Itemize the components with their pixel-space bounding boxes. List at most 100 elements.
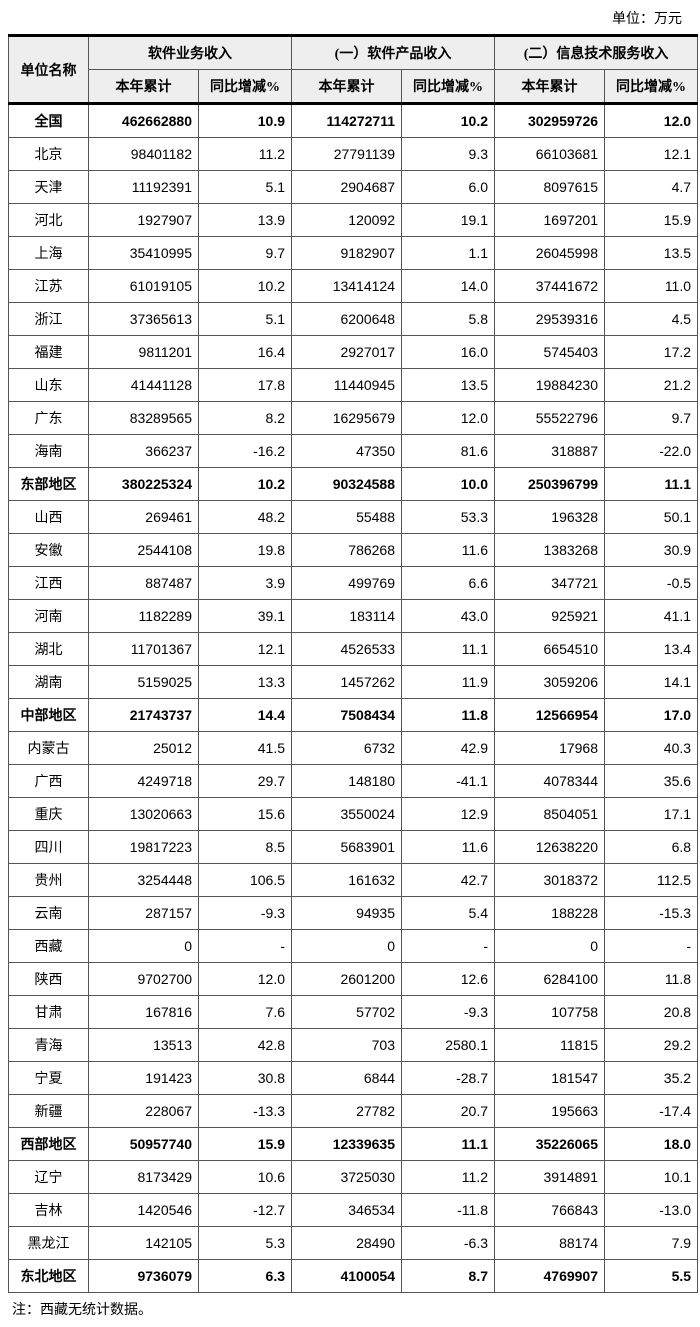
cell-value: 12339635: [292, 1128, 402, 1161]
table-row: 东部地区38022532410.29032458810.025039679911…: [9, 468, 698, 501]
table-row: 内蒙古2501241.5673242.91796840.3: [9, 732, 698, 765]
cell-value: 13414124: [292, 270, 402, 303]
cell-pct: 10.0: [402, 468, 495, 501]
cell-value: 47350: [292, 435, 402, 468]
cell-value: 1927907: [89, 204, 199, 237]
cell-value: 1383268: [495, 534, 605, 567]
cell-pct: 12.0: [402, 402, 495, 435]
cell-pct: 6.8: [605, 831, 698, 864]
cell-pct: 14.1: [605, 666, 698, 699]
cell-pct: 50.1: [605, 501, 698, 534]
cell-value: 5159025: [89, 666, 199, 699]
cell-value: 27791139: [292, 138, 402, 171]
cell-pct: 16.4: [199, 336, 292, 369]
cell-value: 347721: [495, 567, 605, 600]
table-row: 福建981120116.4292701716.0574540317.2: [9, 336, 698, 369]
cell-pct: 41.5: [199, 732, 292, 765]
cell-value: 1182289: [89, 600, 199, 633]
cell-value: 318887: [495, 435, 605, 468]
cell-value: 3059206: [495, 666, 605, 699]
cell-value: 4100054: [292, 1260, 402, 1293]
cell-pct: -: [199, 930, 292, 963]
table-row: 江苏6101910510.21341412414.03744167211.0: [9, 270, 698, 303]
cell-pct: 1.1: [402, 237, 495, 270]
cell-pct: 112.5: [605, 864, 698, 897]
cell-pct: -41.1: [402, 765, 495, 798]
cell-pct: 12.1: [199, 633, 292, 666]
cell-pct: 29.7: [199, 765, 292, 798]
cell-pct: 12.9: [402, 798, 495, 831]
header-sub: 同比增减%: [199, 70, 292, 104]
table-row: 甘肃1678167.657702-9.310775820.8: [9, 996, 698, 1029]
cell-name: 宁夏: [9, 1062, 89, 1095]
cell-value: 13513: [89, 1029, 199, 1062]
cell-name: 内蒙古: [9, 732, 89, 765]
cell-value: 13020663: [89, 798, 199, 831]
cell-pct: 21.2: [605, 369, 698, 402]
table-row: 贵州3254448106.516163242.73018372112.5: [9, 864, 698, 897]
cell-value: 2544108: [89, 534, 199, 567]
cell-value: 17968: [495, 732, 605, 765]
cell-pct: 7.6: [199, 996, 292, 1029]
cell-value: 19884230: [495, 369, 605, 402]
cell-pct: 16.0: [402, 336, 495, 369]
cell-value: 66103681: [495, 138, 605, 171]
cell-pct: 39.1: [199, 600, 292, 633]
cell-value: 41441128: [89, 369, 199, 402]
header-group-2: (二）信息技术服务收入: [495, 36, 698, 70]
header-sub: 同比增减%: [402, 70, 495, 104]
cell-pct: 4.7: [605, 171, 698, 204]
cell-name: 天津: [9, 171, 89, 204]
cell-name: 河北: [9, 204, 89, 237]
cell-value: 120092: [292, 204, 402, 237]
cell-pct: 6.3: [199, 1260, 292, 1293]
table-row: 西部地区5095774015.91233963511.13522606518.0: [9, 1128, 698, 1161]
table-row: 广东832895658.21629567912.0555227969.7: [9, 402, 698, 435]
cell-value: 107758: [495, 996, 605, 1029]
header-group-1: (一）软件产品收入: [292, 36, 495, 70]
cell-pct: 10.2: [199, 270, 292, 303]
cell-name: 东部地区: [9, 468, 89, 501]
cell-value: 11440945: [292, 369, 402, 402]
cell-value: 16295679: [292, 402, 402, 435]
cell-pct: 35.2: [605, 1062, 698, 1095]
cell-pct: 30.8: [199, 1062, 292, 1095]
cell-pct: 11.0: [605, 270, 698, 303]
cell-value: 1697201: [495, 204, 605, 237]
cell-value: 11192391: [89, 171, 199, 204]
cell-pct: 106.5: [199, 864, 292, 897]
cell-pct: 13.3: [199, 666, 292, 699]
table-row: 黑龙江1421055.328490-6.3881747.9: [9, 1227, 698, 1260]
cell-name: 陕西: [9, 963, 89, 996]
header-sub: 本年累计: [292, 70, 402, 104]
cell-value: 167816: [89, 996, 199, 1029]
cell-name: 安徽: [9, 534, 89, 567]
cell-pct: 17.2: [605, 336, 698, 369]
cell-pct: 12.0: [199, 963, 292, 996]
cell-pct: -17.4: [605, 1095, 698, 1128]
table-row: 东北地区97360796.341000548.747699075.5: [9, 1260, 698, 1293]
cell-pct: -9.3: [402, 996, 495, 1029]
cell-name: 河南: [9, 600, 89, 633]
cell-pct: 13.5: [402, 369, 495, 402]
table-row: 西藏0-0-0-: [9, 930, 698, 963]
cell-value: 5683901: [292, 831, 402, 864]
cell-value: 61019105: [89, 270, 199, 303]
table-row: 河北192790713.912009219.1169720115.9: [9, 204, 698, 237]
cell-value: 37365613: [89, 303, 199, 336]
cell-value: 2927017: [292, 336, 402, 369]
table-row: 海南366237-16.24735081.6318887-22.0: [9, 435, 698, 468]
cell-pct: 20.8: [605, 996, 698, 1029]
cell-value: 6654510: [495, 633, 605, 666]
cell-pct: 17.1: [605, 798, 698, 831]
cell-value: 94935: [292, 897, 402, 930]
cell-value: 8504051: [495, 798, 605, 831]
cell-pct: 6.6: [402, 567, 495, 600]
cell-pct: 9.7: [199, 237, 292, 270]
cell-value: 183114: [292, 600, 402, 633]
cell-pct: 13.9: [199, 204, 292, 237]
cell-pct: -: [605, 930, 698, 963]
cell-pct: 11.9: [402, 666, 495, 699]
cell-value: 0: [495, 930, 605, 963]
table-row: 云南287157-9.3949355.4188228-15.3: [9, 897, 698, 930]
